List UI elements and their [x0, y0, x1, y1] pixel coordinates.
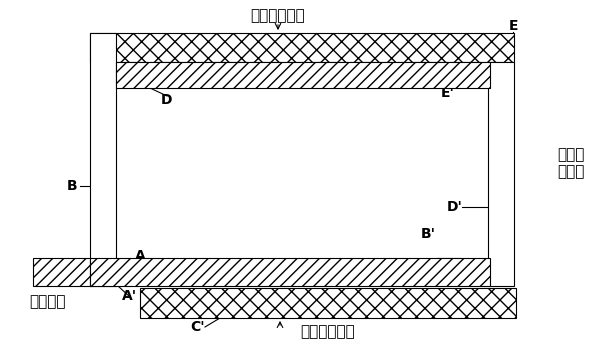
Text: A: A — [134, 249, 145, 263]
Text: D': D' — [447, 200, 463, 214]
Text: C: C — [467, 35, 477, 49]
Text: E': E' — [441, 86, 455, 100]
Bar — [488, 62, 514, 286]
Bar — [90, 33, 514, 62]
Bar — [90, 258, 490, 286]
Text: 第二耦合路径: 第二耦合路径 — [300, 324, 355, 340]
Text: D: D — [161, 93, 173, 107]
Text: C': C' — [191, 320, 206, 334]
Text: B: B — [67, 179, 77, 193]
Bar — [90, 33, 116, 286]
Text: 第一耦合路径: 第一耦合路径 — [250, 9, 305, 23]
Text: A': A' — [122, 289, 137, 303]
Bar — [140, 288, 516, 318]
Text: 出端口: 出端口 — [558, 164, 585, 180]
Bar — [33, 258, 92, 286]
Bar — [116, 62, 490, 88]
Text: 第一输: 第一输 — [558, 148, 585, 162]
Text: B': B' — [421, 227, 435, 241]
Text: 输入端口: 输入端口 — [29, 294, 65, 310]
Text: E: E — [508, 19, 518, 33]
